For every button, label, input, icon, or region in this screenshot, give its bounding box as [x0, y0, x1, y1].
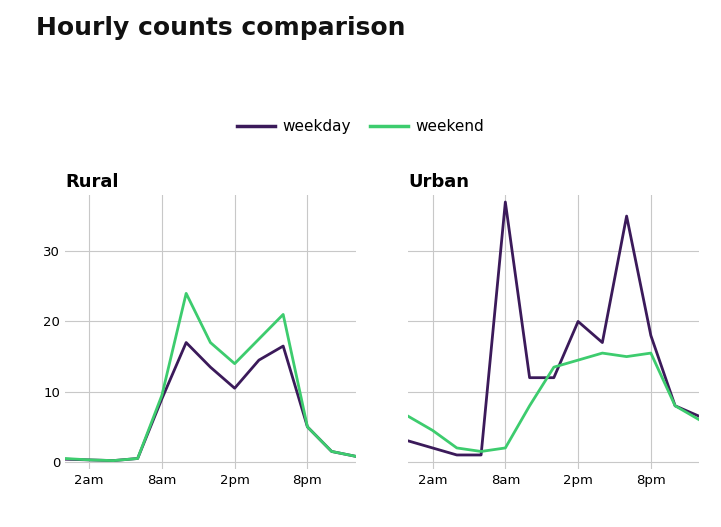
Text: Rural: Rural	[65, 173, 118, 191]
Text: Hourly counts comparison: Hourly counts comparison	[36, 16, 405, 40]
Text: Urban: Urban	[408, 173, 469, 191]
Legend: weekday, weekend: weekday, weekend	[231, 113, 490, 140]
